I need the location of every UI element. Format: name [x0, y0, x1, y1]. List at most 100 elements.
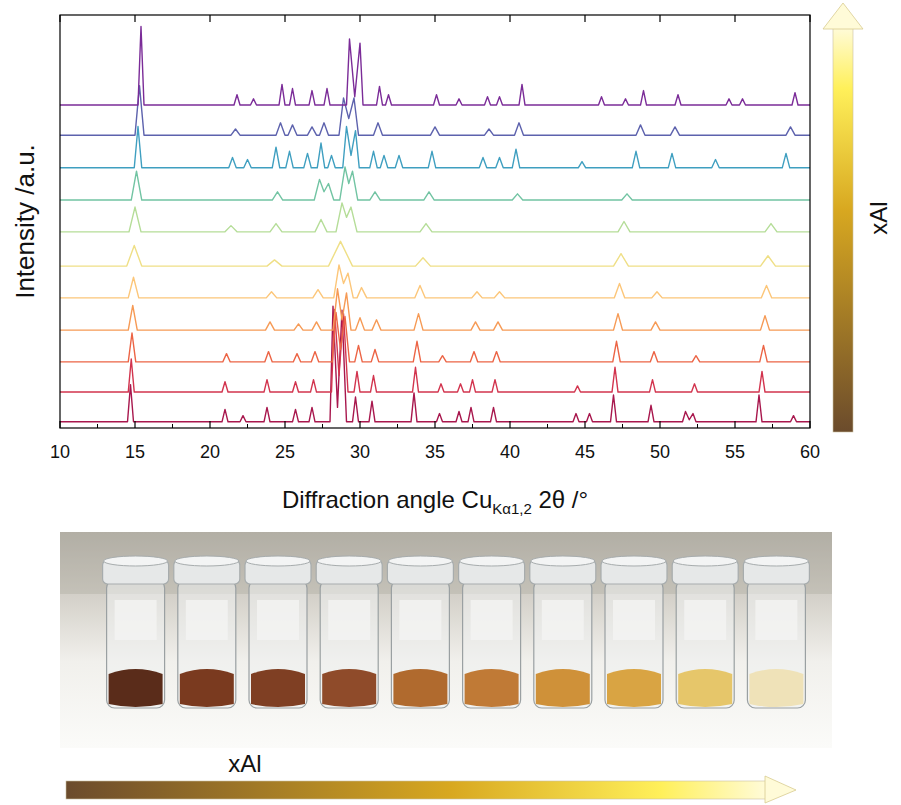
vial-powder [536, 669, 590, 707]
vial-cap-top [460, 556, 524, 566]
vial-label [328, 600, 370, 640]
x-tick [584, 421, 585, 428]
x-tick-top [509, 15, 510, 22]
x-minor-tick [172, 424, 173, 428]
vial-glass [107, 580, 165, 708]
photo-xal-label: xAl [228, 750, 261, 777]
xal-arrow-head [823, 3, 863, 29]
xrd-pattern [60, 265, 810, 298]
x-minor-tick [772, 424, 773, 428]
vial-powder [678, 669, 732, 707]
vial-label [186, 600, 228, 640]
vial [672, 556, 738, 708]
vial-label [684, 600, 726, 640]
vial-powder [465, 669, 519, 707]
figure: 1015202530354045505560Diffraction angle … [0, 0, 901, 805]
vial [103, 556, 169, 708]
vial [743, 556, 809, 708]
x-axis-title-part: 2θ /° [532, 486, 588, 513]
vial-glass [676, 580, 734, 708]
vial [245, 556, 311, 708]
vial-powder [607, 669, 661, 707]
x-tick-label: 35 [425, 442, 445, 462]
vial-glass [534, 580, 592, 708]
vial-powder [749, 669, 803, 707]
vial-powder [322, 669, 376, 707]
x-tick [809, 421, 810, 428]
xrd-pattern [60, 127, 810, 168]
vial-cap-top [531, 556, 595, 566]
x-tick-top [59, 15, 60, 22]
photo-arrow-head [765, 776, 796, 803]
vial-label [471, 600, 513, 640]
x-minor-tick [547, 424, 548, 428]
x-tick [284, 421, 285, 428]
x-tick [509, 421, 510, 428]
xrd-pattern [60, 306, 810, 422]
x-tick-top [734, 15, 735, 22]
vial-glass [320, 580, 378, 708]
x-tick-top [584, 15, 585, 22]
vial-cap-top [602, 556, 666, 566]
vial-cap-top [388, 556, 452, 566]
vial-glass [391, 580, 449, 708]
vial-cap-top [317, 556, 381, 566]
photo-arrow-bar [66, 781, 766, 799]
xal-label: xAl [865, 201, 892, 234]
x-tick-top [434, 15, 435, 22]
xrd-pattern [60, 309, 810, 392]
x-tick-label: 40 [500, 442, 520, 462]
x-tick-top [134, 15, 135, 22]
xrd-pattern [60, 289, 810, 330]
vial-glass [249, 580, 307, 708]
xal-arrow-bar [833, 28, 853, 432]
vial [601, 556, 667, 708]
vial-cap-top [744, 556, 808, 566]
vial [316, 556, 382, 708]
x-axis-title-sub: Kα1,2 [492, 500, 532, 517]
xrd-pattern [60, 86, 810, 136]
vial-label [399, 600, 441, 640]
x-minor-tick [697, 424, 698, 428]
vial-label [115, 600, 157, 640]
vial-cap-top [104, 556, 168, 566]
x-tick-label: 60 [800, 442, 820, 462]
xrd-pattern [60, 27, 810, 105]
series-group [60, 27, 810, 422]
vial-cap-top [175, 556, 239, 566]
x-minor-tick [322, 424, 323, 428]
xrd-pattern [60, 203, 810, 232]
x-minor-tick [472, 424, 473, 428]
x-tick-top [359, 15, 360, 22]
vial [387, 556, 453, 708]
vial-powder [180, 669, 234, 707]
x-tick [359, 421, 360, 428]
xrd-pattern [60, 241, 810, 266]
vial-glass [605, 580, 663, 708]
x-tick-label: 10 [50, 442, 70, 462]
photo-background [60, 532, 832, 748]
vial-glass [747, 580, 805, 708]
vial-powder [251, 669, 305, 707]
x-tick-top [809, 15, 810, 22]
x-tick-top [659, 15, 660, 22]
x-tick-label: 20 [200, 442, 220, 462]
x-minor-tick [622, 424, 623, 428]
x-tick [134, 421, 135, 428]
x-tick [434, 421, 435, 428]
x-minor-tick [397, 424, 398, 428]
x-tick-label: 50 [650, 442, 670, 462]
vial [530, 556, 596, 708]
x-tick-label: 30 [350, 442, 370, 462]
y-axis-title: Intensity /a.u. [10, 144, 40, 299]
x-tick [209, 421, 210, 428]
vial-label [257, 600, 299, 640]
x-tick [59, 421, 60, 428]
vial-label [542, 600, 584, 640]
x-axis-title: Diffraction angle CuKα1,2 2θ /° [282, 486, 588, 517]
vial-powder [109, 669, 163, 707]
x-axis-title-part: Diffraction angle Cu [282, 486, 492, 513]
x-tick-label: 25 [275, 442, 295, 462]
x-tick-top [209, 15, 210, 22]
vial-cap-top [673, 556, 737, 566]
